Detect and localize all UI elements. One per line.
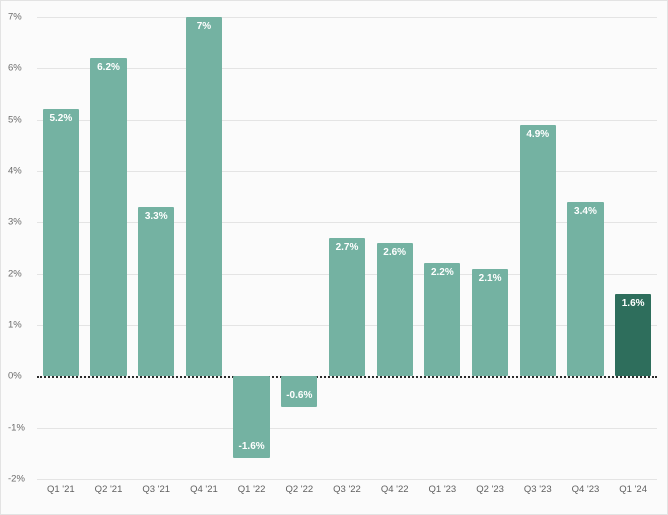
- x-tick-label: Q3 '23: [523, 484, 552, 495]
- x-tick-label: Q3 '21: [142, 484, 171, 495]
- plot-area: 5.2% 6.2% 3.3% 7% -1.6% -0.6% 2.7% 2.6% 2.2% 2.1%…: [37, 17, 657, 480]
- gridline: [37, 479, 657, 480]
- x-tick-label: Q1 '24: [619, 484, 647, 495]
- y-tick-label: 0%: [8, 370, 22, 382]
- bar-q124: 1.6%: [615, 294, 652, 377]
- bar-q421: 7%: [185, 17, 223, 377]
- bar-value-label: -0.6%: [286, 390, 313, 402]
- bar-value-label: 3.3%: [144, 210, 168, 222]
- x-tick-label: Q2 '23: [476, 484, 504, 495]
- zero-axis-line: [37, 376, 657, 379]
- bar-value-label: 2.6%: [383, 246, 407, 258]
- x-tick-label: Q3 '22: [333, 484, 361, 495]
- x-tick-label: Q2 '22: [285, 484, 314, 495]
- x-tick-label: Q1 '23: [428, 484, 457, 495]
- x-axis: Q1 '21 Q2 '21 Q3 '21 Q4 '21 Q1 '22 Q2 '22 Q3 '…: [37, 485, 657, 505]
- y-tick-label: 6%: [8, 62, 22, 74]
- x-tick-label: Q4 '23: [571, 484, 600, 495]
- y-tick-label: 1%: [8, 319, 22, 331]
- bar-q121: 5.2%: [42, 109, 79, 377]
- gridline: [37, 222, 657, 224]
- x-tick-label: Q4 '21: [190, 484, 218, 495]
- bar-q323: 4.9%: [519, 124, 556, 377]
- x-tick-label: Q1 '22: [237, 484, 266, 495]
- x-tick-label: Q1 '21: [46, 484, 75, 495]
- bar-value-label: 2.2%: [430, 267, 454, 279]
- bar-value-label: 2.1%: [478, 272, 502, 284]
- bar-q122: -1.6%: [233, 376, 270, 459]
- y-tick-label: 4%: [8, 165, 22, 177]
- bar-value-label: 5.2%: [49, 113, 73, 125]
- gridline: [37, 17, 657, 18]
- x-tick-label: Q2 '21: [94, 484, 123, 495]
- y-tick-label: -2%: [8, 473, 25, 485]
- bar-value-label: 2.7%: [335, 241, 359, 253]
- bar-value-label: 3.4%: [574, 205, 597, 217]
- y-tick-label: -1%: [8, 421, 25, 433]
- bar-q321: 3.3%: [138, 206, 175, 377]
- y-tick-label: 2%: [8, 267, 22, 279]
- bar-q322: 2.7%: [328, 237, 366, 377]
- y-tick-label: 5%: [8, 113, 22, 125]
- bar-value-label: 4.9%: [526, 128, 550, 140]
- bar-q222: -0.6%: [281, 376, 318, 408]
- gridline: [37, 68, 657, 70]
- bar-value-label: 7%: [196, 21, 212, 32]
- gridline: [37, 119, 657, 121]
- bar-q223: 2.1%: [471, 268, 509, 377]
- x-tick-label: Q4 '22: [380, 484, 409, 495]
- y-tick-label: 7%: [8, 11, 22, 23]
- bar-value-label: 1.6%: [621, 298, 645, 310]
- bar-q423: 3.4%: [567, 201, 604, 377]
- bar-value-label: 6.2%: [97, 62, 120, 74]
- bar-q221: 6.2%: [90, 58, 127, 377]
- y-tick-label: 3%: [8, 216, 22, 228]
- gridline: [37, 427, 657, 429]
- bar-value-label: -1.6%: [238, 441, 265, 453]
- gridline: [37, 170, 657, 172]
- bar-q422: 2.6%: [376, 242, 413, 377]
- bar-q123: 2.2%: [424, 263, 461, 377]
